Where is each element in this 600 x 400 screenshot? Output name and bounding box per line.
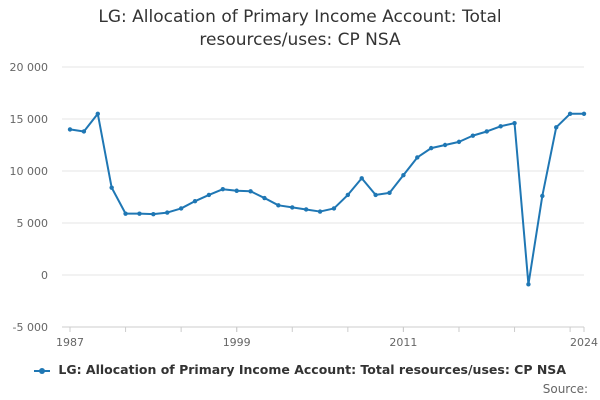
data-point <box>178 206 184 211</box>
data-point <box>456 139 462 145</box>
legend[interactable]: LG: Allocation of Primary Income Account… <box>0 362 600 377</box>
data-point <box>401 172 406 178</box>
x-tick-label: 1987 <box>56 336 84 349</box>
data-point <box>95 111 100 117</box>
legend-swatch-icon <box>34 366 50 376</box>
x-tick-label: 2024 <box>570 336 598 349</box>
y-tick-label: 15 000 <box>10 113 49 126</box>
x-tick-label: 1999 <box>223 336 251 349</box>
y-tick-label: -5 000 <box>13 321 48 334</box>
data-point <box>276 203 281 208</box>
x-axis: 1987 1999 2011 2024 <box>56 326 598 349</box>
data-point <box>345 192 351 198</box>
data-point <box>262 195 267 201</box>
data-point <box>512 120 517 126</box>
data-point <box>165 210 170 215</box>
data-point <box>554 125 559 130</box>
gridlines <box>62 66 584 328</box>
data-point <box>331 206 337 211</box>
data-point <box>303 207 309 212</box>
data-point <box>137 211 142 216</box>
data-point <box>192 198 198 204</box>
data-point <box>123 211 128 216</box>
data-point <box>526 282 531 287</box>
data-point <box>317 209 323 214</box>
data-point <box>206 192 212 198</box>
data-point <box>373 192 378 198</box>
y-axis: -5 000 0 5 000 10 000 15 000 20 000 <box>10 61 49 334</box>
legend-label: LG: Allocation of Primary Income Account… <box>58 362 566 377</box>
data-point <box>81 129 87 134</box>
data-point <box>234 188 239 193</box>
y-tick-label: 20 000 <box>10 61 49 74</box>
x-tick-label: 2011 <box>389 336 417 349</box>
data-point <box>540 193 545 199</box>
data-point <box>567 111 573 117</box>
chart-title: LG: Allocation of Primary Income Account… <box>98 7 502 50</box>
data-point <box>415 155 420 160</box>
source-label: Source: <box>542 382 588 396</box>
data-point <box>498 124 503 129</box>
y-tick-label: 0 <box>41 269 48 282</box>
y-tick-label: 10 000 <box>10 165 49 178</box>
data-point <box>109 185 114 190</box>
series-layer <box>67 111 587 287</box>
data-point <box>220 187 226 192</box>
data-point <box>484 129 489 134</box>
data-point <box>151 211 156 217</box>
series-line <box>69 112 584 286</box>
data-point <box>428 145 434 151</box>
data-point <box>359 176 364 181</box>
data-point <box>290 205 295 210</box>
data-point <box>581 111 587 117</box>
data-point <box>442 142 448 148</box>
data-point <box>470 133 476 138</box>
data-point <box>248 189 253 194</box>
y-tick-label: 5 000 <box>17 217 49 230</box>
data-point <box>387 190 392 196</box>
data-point <box>67 127 73 132</box>
